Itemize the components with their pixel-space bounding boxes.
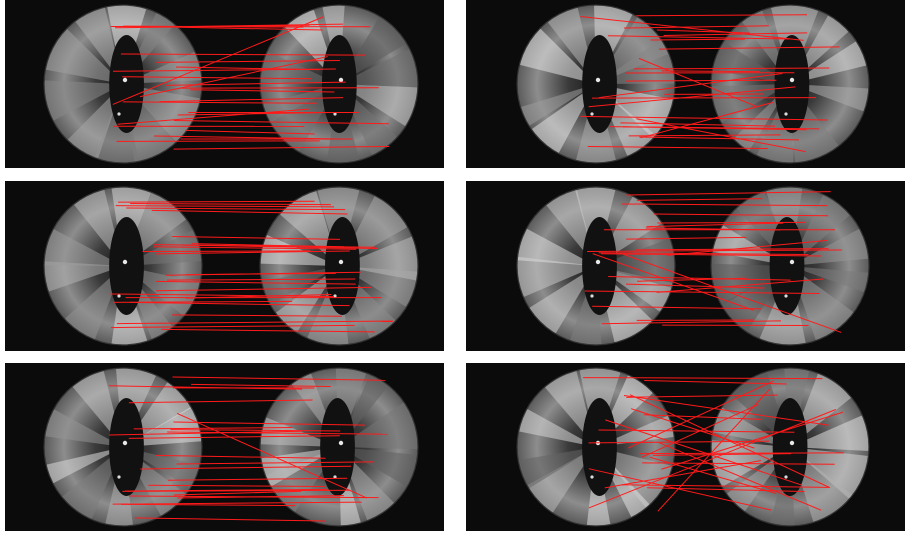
panel-6: [466, 363, 905, 531]
panel-1: [5, 0, 444, 168]
panel-3-image: [5, 181, 444, 351]
left-fisheye-image: [43, 4, 203, 164]
panel-4-image: [466, 181, 905, 351]
match-lines: [583, 377, 844, 512]
panel-2-image: [466, 0, 905, 168]
left-fisheye-image: [43, 186, 203, 346]
match-lines: [110, 200, 393, 333]
match-lines: [108, 376, 388, 522]
panel-5-image: [5, 363, 444, 531]
panel-4: [466, 181, 905, 351]
match-lines: [584, 191, 842, 333]
panel-2: [466, 0, 905, 168]
left-fisheye-image: [516, 186, 676, 346]
panel-1-image: [5, 0, 444, 168]
right-fisheye-image: [710, 4, 870, 164]
panel-5: [5, 363, 444, 531]
panel-3: [5, 181, 444, 351]
match-lines: [110, 16, 389, 150]
panel-6-image: [466, 363, 905, 531]
left-fisheye-image: [516, 4, 676, 164]
left-fisheye-image: [516, 367, 676, 527]
match-lines: [580, 14, 840, 153]
left-fisheye-image: [43, 367, 203, 527]
